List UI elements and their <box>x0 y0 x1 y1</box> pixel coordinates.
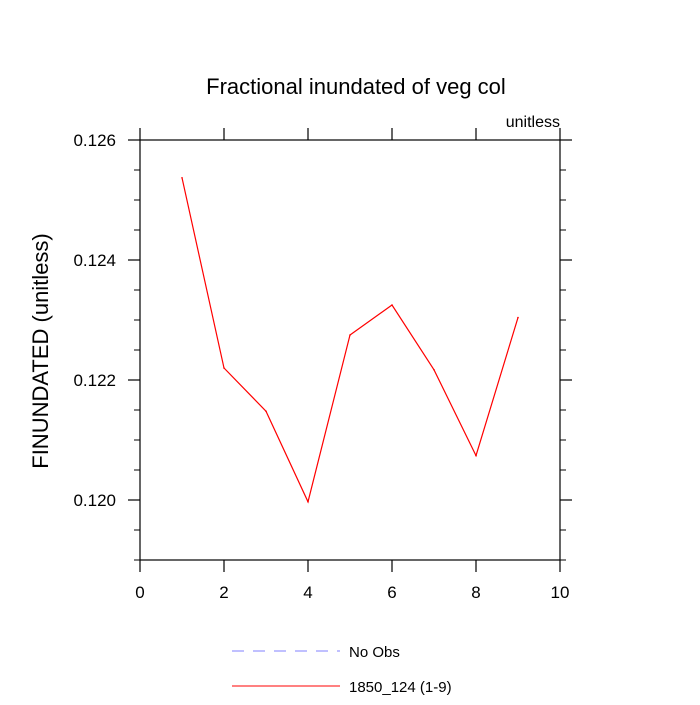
plot-frame <box>139 139 561 561</box>
y-tick-label: 0.126 <box>73 131 116 150</box>
x-tick-label: 10 <box>551 583 570 602</box>
legend-label: 1850_124 (1-9) <box>349 679 452 696</box>
x-tick-label: 0 <box>135 583 144 602</box>
y-axis-label: FINUNDATED (unitless) <box>28 233 53 469</box>
chart-units-label: unitless <box>506 114 560 131</box>
chart-title: Fractional inundated of veg col <box>206 74 506 99</box>
data-point <box>475 454 477 457</box>
x-tick-label: 8 <box>471 583 480 602</box>
data-point <box>181 177 183 179</box>
data-point <box>307 501 309 503</box>
x-tick-label: 6 <box>387 583 396 602</box>
series-lines <box>181 177 519 504</box>
legend: No Obs 1850_124 (1-9) <box>232 644 452 696</box>
data-point <box>391 304 393 306</box>
data-point <box>517 316 519 319</box>
x-tick-label: 4 <box>303 583 312 602</box>
data-point <box>265 410 267 413</box>
y-tick-label: 0.124 <box>73 251 116 270</box>
axes: 0 2 4 6 8 10 0.120 0.122 0.124 0.126 <box>73 128 572 602</box>
data-point <box>433 369 435 371</box>
data-point <box>223 367 225 369</box>
series-line <box>181 177 519 504</box>
y-tick-label: 0.122 <box>73 371 116 390</box>
y-tick-label: 0.120 <box>73 491 116 510</box>
legend-label: No Obs <box>349 644 400 661</box>
data-point <box>349 334 351 336</box>
x-tick-label: 2 <box>219 583 228 602</box>
